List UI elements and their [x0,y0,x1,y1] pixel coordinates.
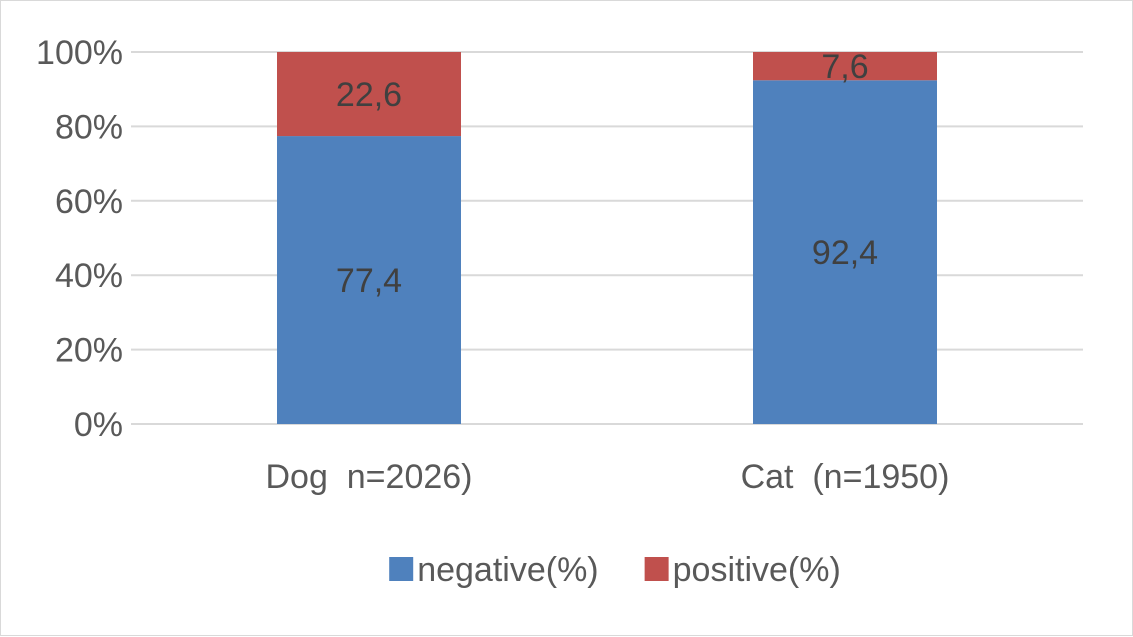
data-label: 22,6 [336,76,402,114]
y-tick-label: 0% [74,406,123,444]
y-tick-label: 20% [55,332,123,370]
legend-item: positive(%) [644,551,841,589]
bar-segment-negative [753,80,937,424]
legend-swatch [644,557,669,581]
data-label: 92,4 [812,234,878,272]
x-category-label: Cat (n=1950) [741,458,950,496]
x-axis-categories: Dog n=2026) Cat (n=1950) [266,458,950,496]
y-axis-ticks: 0% 20% 40% 60% 80% 100% [36,34,123,444]
gridlines [131,51,1083,425]
bar-segment-positive [753,52,937,81]
legend-swatch [389,557,414,581]
legend-item: negative(%) [389,551,599,589]
legend: negative(%) positive(%) [389,551,841,589]
y-tick-label: 60% [55,183,123,221]
bars: 77,4 22,6 92,4 7,6 [277,48,937,424]
y-tick-label: 80% [55,108,123,146]
y-tick-label: 40% [55,257,123,295]
bar-segment-positive [277,52,461,137]
data-label: 7,6 [821,48,868,86]
legend-label: negative(%) [417,551,598,589]
y-tick-label: 100% [36,34,123,72]
bar-segment-negative [277,136,461,424]
x-category-label: Dog n=2026) [266,458,473,496]
legend-label: positive(%) [673,551,841,589]
data-label: 77,4 [336,262,402,300]
